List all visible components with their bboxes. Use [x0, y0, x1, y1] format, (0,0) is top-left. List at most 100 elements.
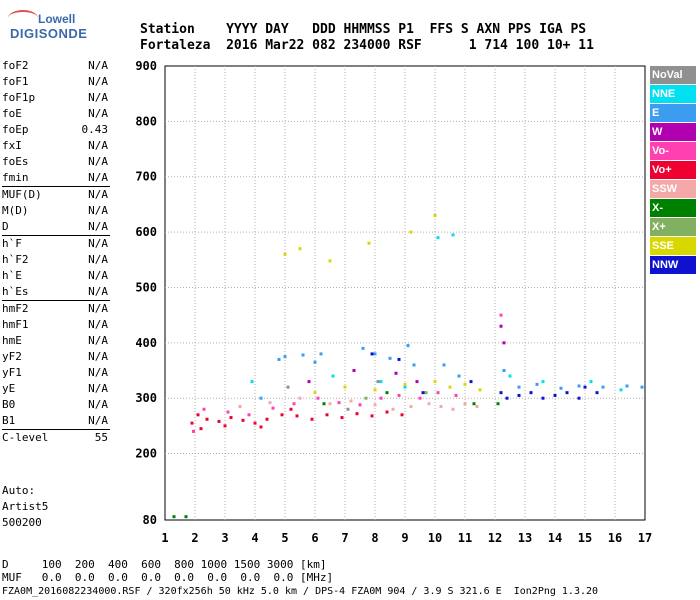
param-name: h`F	[2, 237, 22, 250]
param-value: N/A	[88, 334, 108, 347]
x-tick-label: 8	[371, 531, 378, 545]
data-point	[313, 360, 317, 364]
legend-item: SSE	[650, 237, 696, 255]
data-point	[283, 252, 287, 256]
legend-item: E	[650, 104, 696, 122]
data-point	[370, 414, 374, 418]
param-name: foF1p	[2, 91, 36, 104]
legend-item: Vo+	[650, 161, 696, 179]
x-tick-label: 15	[578, 531, 592, 545]
data-point	[403, 382, 407, 386]
data-point	[505, 396, 509, 400]
data-point	[409, 230, 413, 234]
legend-item: Vo-	[650, 142, 696, 160]
param-separator	[2, 235, 110, 236]
param-name: C-level	[2, 431, 49, 444]
data-point	[313, 391, 317, 395]
data-point	[379, 380, 383, 384]
data-point	[337, 401, 341, 405]
data-point	[424, 391, 428, 395]
param-separator	[2, 429, 110, 430]
data-point	[298, 247, 302, 251]
data-point	[253, 421, 257, 425]
logo-arc	[8, 10, 38, 26]
param-value: N/A	[88, 318, 108, 331]
data-point	[418, 396, 422, 400]
data-point	[553, 393, 557, 397]
data-point	[565, 391, 569, 395]
data-point	[517, 385, 521, 389]
param-row: hmF2 N/A	[0, 301, 112, 317]
data-point	[529, 391, 533, 395]
data-point	[292, 402, 296, 406]
data-point	[577, 396, 581, 400]
data-point	[265, 417, 269, 421]
param-name: foF1	[2, 75, 29, 88]
x-tick-label: 17	[638, 531, 652, 545]
data-point	[328, 259, 332, 263]
logo-line1: Lowell	[38, 12, 76, 26]
param-value: N/A	[88, 253, 108, 266]
param-value: N/A	[88, 91, 108, 104]
data-point	[535, 382, 539, 386]
param-value: N/A	[88, 220, 108, 233]
data-point	[397, 357, 401, 361]
autoscaling-info: Auto: Artist5 500200	[2, 483, 48, 531]
param-row: MUF(D) N/A	[0, 187, 112, 203]
param-value: N/A	[88, 269, 108, 282]
param-separator	[2, 300, 110, 301]
data-point	[499, 313, 503, 317]
param-row: B0 N/A	[0, 397, 112, 413]
data-point	[286, 385, 290, 389]
data-point	[298, 396, 302, 400]
param-value: N/A	[88, 237, 108, 250]
data-point	[346, 407, 350, 411]
data-point	[352, 369, 356, 373]
data-point	[433, 213, 437, 217]
data-point	[202, 407, 206, 411]
data-point	[192, 429, 195, 433]
param-row: h`E N/A	[0, 268, 112, 284]
data-point	[601, 385, 605, 389]
data-point	[415, 380, 419, 384]
x-tick-label: 14	[548, 531, 562, 545]
station-header: Station YYYY DAY DDD HHMMSS P1 FFS S AXN…	[140, 22, 594, 54]
file-info-footer: FZA0M_2016082234000.RSF / 320fx256h 50 k…	[2, 586, 599, 597]
data-point	[394, 371, 398, 375]
data-point	[259, 396, 263, 400]
param-row: B1 N/A	[0, 413, 112, 429]
data-point	[250, 380, 254, 384]
param-value: N/A	[88, 382, 108, 395]
x-tick-label: 7	[341, 531, 348, 545]
data-point	[409, 405, 413, 408]
param-value: N/A	[88, 302, 108, 315]
legend-item: X+	[650, 218, 696, 236]
data-point	[364, 396, 368, 400]
data-point	[325, 413, 329, 417]
param-row: h`Es N/A	[0, 284, 112, 300]
x-tick-label: 3	[221, 531, 228, 545]
data-point	[400, 413, 404, 417]
data-point	[190, 421, 194, 425]
param-row: fmin N/A	[0, 170, 112, 186]
y-tick-label: 500	[135, 280, 157, 294]
data-point	[436, 236, 440, 240]
param-value: N/A	[88, 285, 108, 298]
param-value: N/A	[88, 107, 108, 120]
data-point	[436, 391, 440, 395]
data-point	[199, 427, 203, 431]
data-point	[319, 352, 323, 356]
data-point	[397, 393, 401, 397]
auto-program: Artist5	[2, 500, 49, 513]
data-point	[448, 385, 452, 389]
data-point	[184, 515, 188, 519]
legend-item: NNE	[650, 85, 696, 103]
x-tick-label: 13	[518, 531, 532, 545]
polarization-legend: NoVal NNE E W Vo- Vo+ SSW X- X+ SSE NNW	[650, 66, 696, 275]
param-row: foEp 0.43	[0, 122, 112, 138]
param-name: h`E	[2, 269, 22, 282]
data-point	[373, 352, 377, 356]
param-row: yE N/A	[0, 381, 112, 397]
param-name: foE	[2, 107, 22, 120]
